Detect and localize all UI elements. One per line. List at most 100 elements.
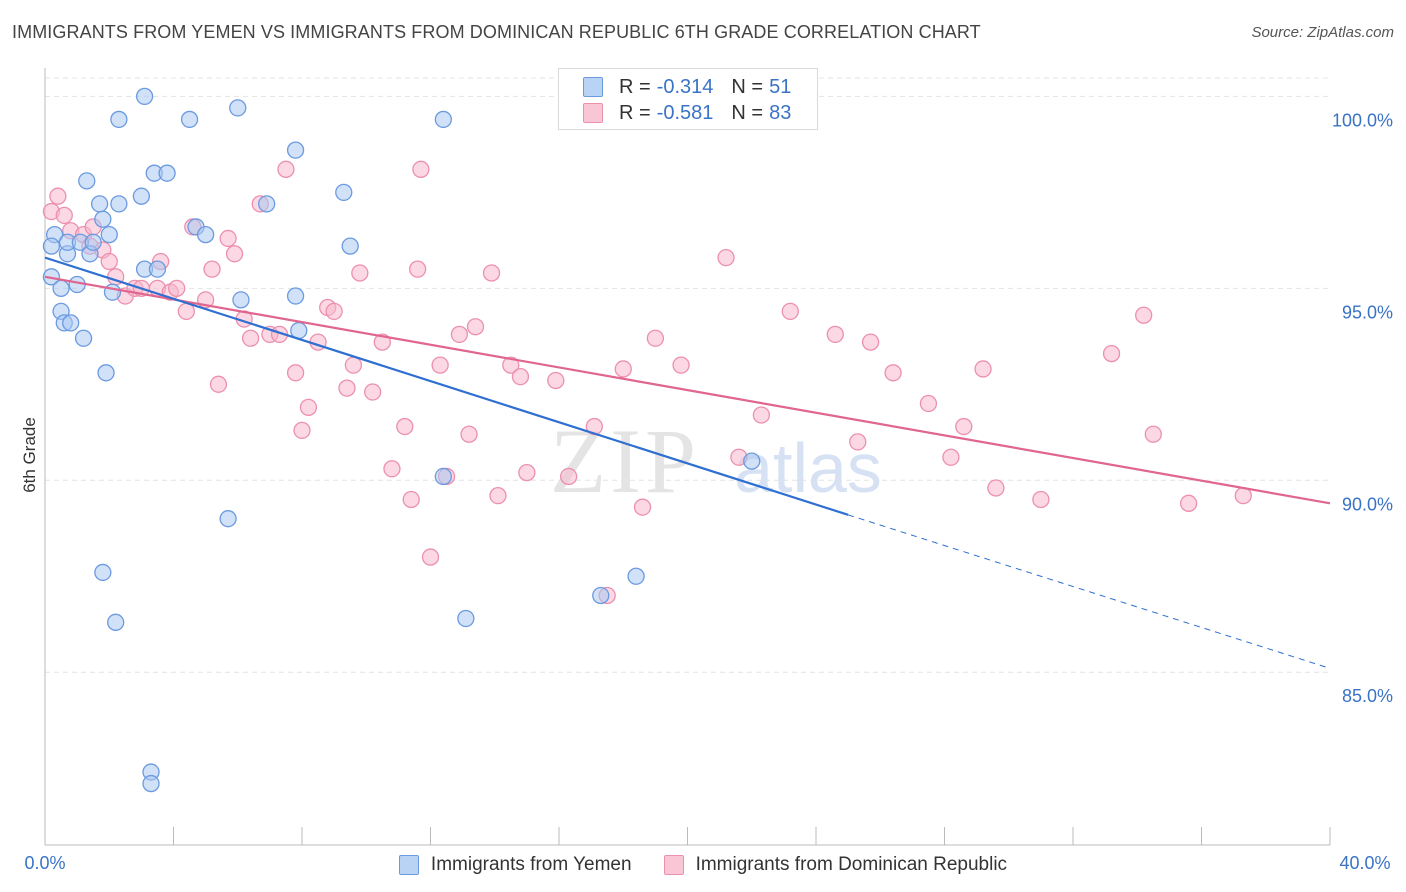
yemen-point [78,172,96,190]
yemen-point [335,183,353,202]
dominican-point [364,383,382,401]
dominican-point [168,279,186,297]
dominican-point [942,448,960,466]
yemen-point [97,364,115,382]
dominican-point [396,417,414,436]
legend-yemen-label: Immigrants from Yemen [430,854,632,875]
yemen-r-label: R = [619,75,651,98]
dominican-point [826,325,844,344]
yemen-point [94,563,112,582]
yemen-point [229,99,247,117]
dominican-point [482,264,501,282]
dominican-r-value: -0.581 [656,101,714,124]
dominican-point [646,329,665,347]
stats-legend-dominican: R = -0.581 N = 83 [583,100,791,126]
yemen-point [196,225,215,244]
dominican-point [849,433,867,451]
dominican-point [547,371,565,390]
dominican-n-value: 83 [769,101,792,124]
yemen-point [434,110,453,129]
yemen-r-value: -0.314 [656,75,714,98]
dominican-point [338,379,356,397]
yemen-point [434,467,453,486]
yemen-point [110,195,128,213]
dominican-point [219,229,237,248]
legend-item-dominican: Immigrants from Dominican Republic [663,854,1007,876]
dominican-point [325,302,343,321]
dominican-point [1032,490,1050,509]
dominican-point [408,260,427,278]
dominican-point [460,425,478,443]
yemen-point [286,287,305,305]
dominican-point [286,364,305,382]
yemen-point [592,586,610,605]
dominican-point [489,486,507,505]
dominican-point [450,325,469,344]
dominican-point [351,264,369,282]
dominican-point [672,356,690,374]
legend-yemen-swatch [398,855,419,875]
yemen-point [42,237,61,255]
legend-dominican-swatch [663,855,684,875]
yemen-point [100,225,118,244]
dominican-point [919,394,938,413]
dominican-point [974,360,992,378]
yemen-point [286,141,305,159]
dominican-point [49,187,67,205]
dominican-point [518,463,536,482]
dominican-point [344,356,363,374]
dominican-point [511,367,530,386]
yemen-point [74,329,93,347]
x-tick-label: 0.0% [24,853,65,873]
legend-item-yemen: Immigrants from Yemen [398,854,632,876]
dominican-r-label: R = [619,101,651,124]
gridlines [45,77,1330,673]
yemen-point [110,110,128,129]
dominican-point [100,252,118,271]
dominican-point [614,360,632,378]
yemen-point [743,452,761,470]
yemen-trend-line [44,256,849,516]
yemen-point [232,291,250,309]
yemen-point [457,609,475,628]
dominican-point [1180,494,1198,512]
yemen-point [103,283,122,301]
tick-labels: 85.0% 90.0% 95.0% 100.0% 0.0% 40.0% [24,110,1393,873]
dominican-point [752,406,771,424]
yemen-point [148,260,167,278]
dominican-point [717,248,735,267]
dominican-n-label: N = [731,101,764,124]
yemen-point [627,567,645,585]
dominican-point [1144,425,1162,443]
yemen-point [158,164,176,182]
dominican-point [1135,306,1153,324]
yemen-point [135,87,154,106]
dominican-point [293,421,311,440]
y-tick-label: 95.0% [1342,302,1393,322]
dominican-point [861,333,880,351]
dominican-point [781,302,799,321]
dominican-point [1102,344,1121,363]
yemen-point [62,314,80,332]
dominican-point [203,260,221,278]
yemen-point [341,237,359,255]
chart-source: Source: ZipAtlas.com [1251,24,1394,41]
dominican-point [955,417,973,436]
dominican-point [412,160,430,178]
dominican-point [209,375,228,393]
y-tick-label: 100.0% [1332,110,1393,130]
dominican-point [466,318,485,336]
dominican-trend-line [44,275,1331,505]
dominican-point [502,356,520,374]
yemen-point [132,187,151,205]
dominican-swatch [583,103,603,123]
dominican-point [559,467,578,486]
yemen-n-label: N = [731,75,764,98]
yemen-point [90,195,109,213]
dominican-point [633,498,652,516]
dominican-point [55,206,73,225]
yemen-point [142,774,160,793]
dominican-point [987,479,1005,497]
stats-legend-yemen: R = -0.314 N = 51 [583,74,791,100]
y-axis-label: 6th Grade [20,417,39,493]
